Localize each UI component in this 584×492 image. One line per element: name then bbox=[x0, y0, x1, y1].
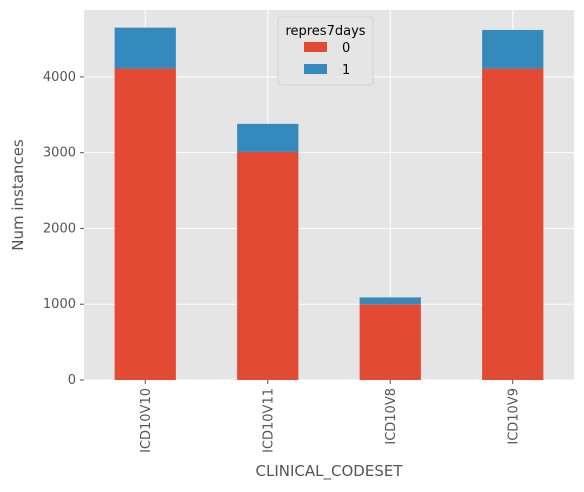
bar-ICD10V9-series-1 bbox=[482, 29, 544, 69]
y-tick-label: 4000 bbox=[43, 70, 76, 85]
y-tick-label: 2000 bbox=[43, 221, 76, 236]
legend-label-1: 1 bbox=[342, 63, 350, 78]
legend-title: repres7days bbox=[285, 24, 365, 39]
bar-ICD10V8-series-0 bbox=[359, 304, 421, 380]
y-tick-label: 0 bbox=[68, 373, 76, 388]
x-axis-label: CLINICAL_CODESET bbox=[256, 462, 404, 481]
x-tick-label: ICD10V9 bbox=[506, 388, 521, 445]
legend-swatch-1 bbox=[304, 64, 327, 74]
x-tick-label: ICD10V8 bbox=[384, 388, 399, 445]
y-tick-label: 3000 bbox=[43, 146, 76, 161]
bar-ICD10V10-series-0 bbox=[114, 68, 176, 380]
bar-ICD10V8-series-1 bbox=[359, 297, 421, 305]
y-axis: 0 1000 2000 3000 4000 bbox=[43, 70, 84, 388]
y-axis-label: Num instances bbox=[9, 139, 27, 251]
legend-swatch-0 bbox=[304, 42, 327, 52]
legend: repres7days 0 1 bbox=[277, 16, 374, 86]
bar-ICD10V11-series-0 bbox=[237, 151, 299, 380]
bar-ICD10V11-series-1 bbox=[237, 123, 299, 152]
x-tick-label: ICD10V10 bbox=[139, 388, 154, 453]
legend-label-0: 0 bbox=[342, 41, 350, 56]
bar-ICD10V9-series-0 bbox=[482, 68, 544, 380]
bar-ICD10V10-series-1 bbox=[114, 27, 176, 69]
bars bbox=[114, 27, 544, 380]
x-tick-label: ICD10V11 bbox=[261, 388, 276, 453]
y-tick-label: 1000 bbox=[43, 297, 76, 312]
x-axis: ICD10V10 ICD10V11 ICD10V8 ICD10V9 bbox=[139, 380, 521, 453]
